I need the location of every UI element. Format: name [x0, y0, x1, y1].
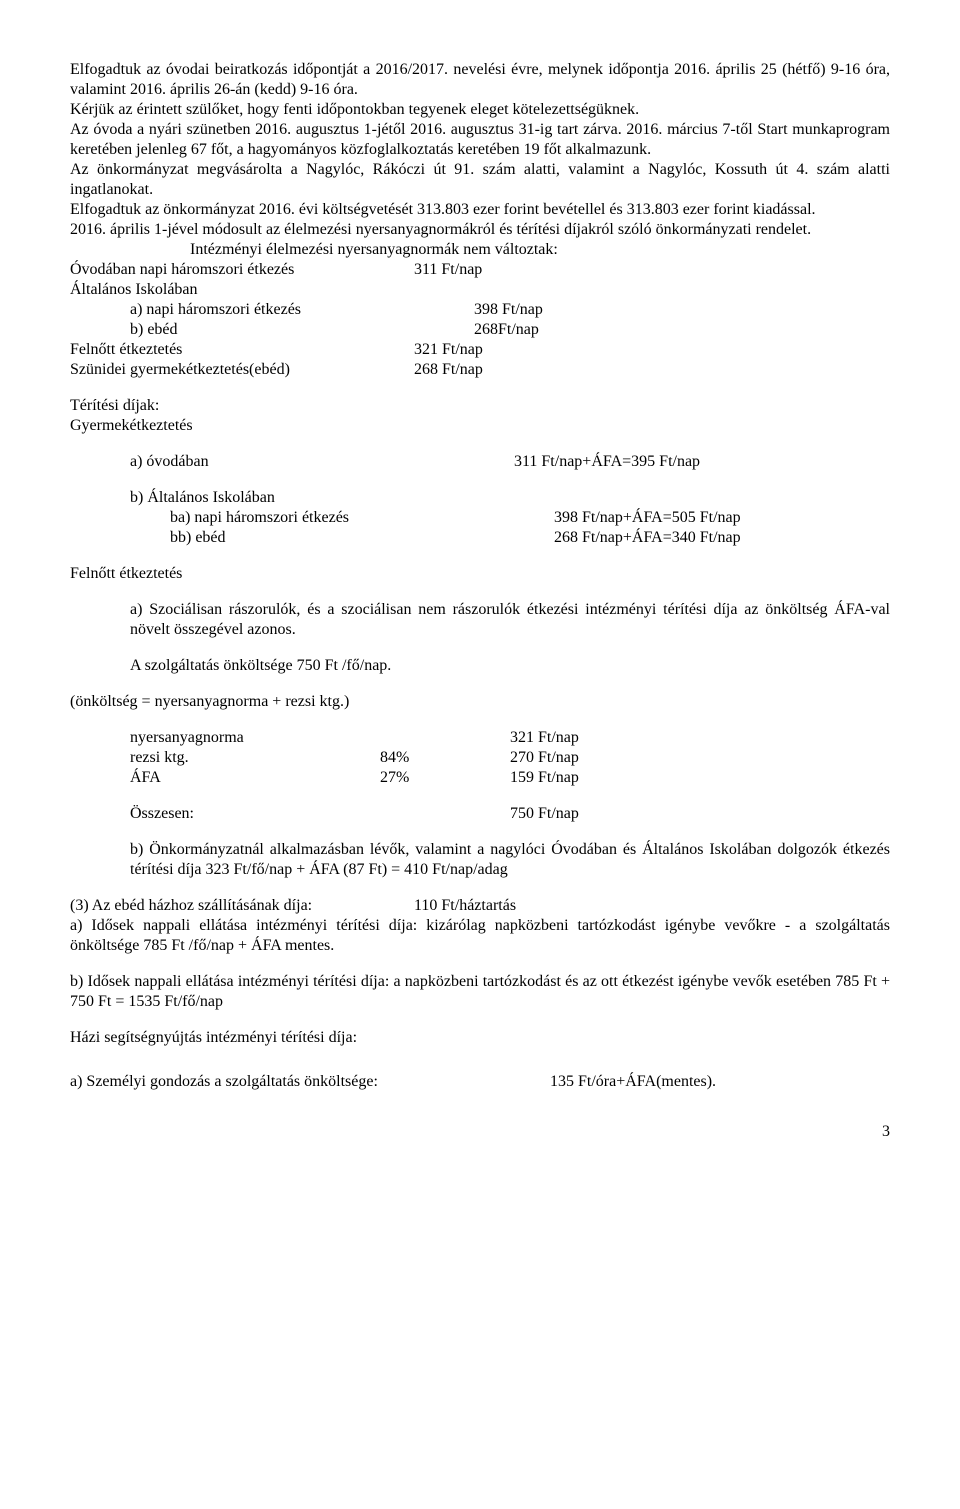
para-koltsegvetes: Elfogadtuk az önkormányzat 2016. évi köl… — [70, 200, 890, 220]
homecare-title: Házi segítségnyújtás intézményi térítési… — [70, 1028, 890, 1048]
homecare-row-a: a) Személyi gondozás a szolgáltatás önkö… — [70, 1072, 890, 1092]
break-pct — [380, 804, 510, 824]
norm-row-iskola-head: Általános Iskolában — [70, 280, 890, 300]
para-szulok-keres: Kérjük az érintett szülőket, hogy fenti … — [70, 100, 890, 120]
break-val: 270 Ft/nap — [510, 748, 579, 768]
break-row-rezsi: rezsi ktg. 84% 270 Ft/nap — [70, 748, 890, 768]
formula: (önköltség = nyersanyagnorma + rezsi ktg… — [70, 692, 890, 712]
fee-label: a) óvodában — [130, 452, 510, 472]
para-nyari-szunet: Az óvoda a nyári szünetben 2016. auguszt… — [70, 120, 890, 160]
norm-row-iskola-a: a) napi háromszori étkezés 398 Ft/nap — [70, 300, 890, 320]
elder-a: a) Idősek nappali ellátása intézményi té… — [70, 916, 890, 956]
break-label: ÁFA — [130, 768, 380, 788]
norm-label: Szünidei gyermekétkeztetés(ebéd) — [70, 360, 410, 380]
fee-value: 398 Ft/nap+ÁFA=505 Ft/nap — [554, 508, 741, 528]
delivery-value: 110 Ft/háztartás — [414, 896, 516, 916]
norm-label: Felnőtt étkeztetés — [70, 340, 410, 360]
adult-a: a) Szociálisan rászorulók, és a szociáli… — [70, 600, 890, 640]
fee-row-ovoda: a) óvodában 311 Ft/nap+ÁFA=395 Ft/nap — [70, 452, 890, 472]
break-row-sum: Összesen: 750 Ft/nap — [70, 804, 890, 824]
fee-label: bb) ebéd — [130, 528, 550, 548]
fee-value: 268 Ft/nap+ÁFA=340 Ft/nap — [554, 528, 741, 548]
norm-value: 268Ft/nap — [474, 320, 539, 340]
fee-row-iskola-ba: ba) napi háromszori étkezés 398 Ft/nap+Á… — [70, 508, 890, 528]
norm-label: Óvodában napi háromszori étkezés — [70, 260, 410, 280]
fee-value: 311 Ft/nap+ÁFA=395 Ft/nap — [514, 452, 700, 472]
break-label: nyersanyagnorma — [130, 728, 380, 748]
para-ingatlan: Az önkormányzat megvásárolta a Nagylóc, … — [70, 160, 890, 200]
para-normak-cim: Intézményi élelmezési nyersanyagnormák n… — [70, 240, 890, 260]
page-number: 3 — [70, 1122, 890, 1142]
norm-row-szunidei: Szünidei gyermekétkeztetés(ebéd) 268 Ft/… — [70, 360, 890, 380]
para-rendelet: 2016. április 1-jével módosult az élelme… — [70, 220, 890, 240]
elder-b: b) Idősek nappali ellátása intézményi té… — [70, 972, 890, 1012]
fee-row-iskola-head: b) Általános Iskolában — [70, 488, 890, 508]
fee-label: ba) napi háromszori étkezés — [130, 508, 550, 528]
norm-value: 321 Ft/nap — [414, 340, 483, 360]
norm-value: 311 Ft/nap — [414, 260, 482, 280]
adult-cost: A szolgáltatás önköltsége 750 Ft /fő/nap… — [70, 656, 890, 676]
fees-sub: Gyermekétkeztetés — [70, 416, 890, 436]
norm-row-iskola-b: b) ebéd 268Ft/nap — [70, 320, 890, 340]
break-pct: 84% — [380, 748, 510, 768]
homecare-label: a) Személyi gondozás a szolgáltatás önkö… — [70, 1072, 550, 1092]
break-row-afa: ÁFA 27% 159 Ft/nap — [70, 768, 890, 788]
norm-row-felnott: Felnőtt étkeztetés 321 Ft/nap — [70, 340, 890, 360]
delivery-label: (3) Az ebéd házhoz szállításának díja: — [70, 896, 410, 916]
break-val: 750 Ft/nap — [510, 804, 579, 824]
homecare-value: 135 Ft/óra+ÁFA(mentes). — [550, 1072, 716, 1092]
norm-value: 268 Ft/nap — [414, 360, 483, 380]
break-row-nyersanyag: nyersanyagnorma 321 Ft/nap — [70, 728, 890, 748]
break-val: 159 Ft/nap — [510, 768, 579, 788]
fees-title: Térítési díjak: — [70, 396, 890, 416]
norm-label: b) ebéd — [70, 320, 470, 340]
break-val: 321 Ft/nap — [510, 728, 579, 748]
delivery-row: (3) Az ebéd házhoz szállításának díja: 1… — [70, 896, 890, 916]
adult-b: b) Önkormányzatnál alkalmazásban lévők, … — [70, 840, 890, 880]
break-pct — [380, 728, 510, 748]
norm-value: 398 Ft/nap — [474, 300, 543, 320]
adult-title: Felnőtt étkeztetés — [70, 564, 890, 584]
break-label: rezsi ktg. — [130, 748, 380, 768]
norm-row-ovoda: Óvodában napi háromszori étkezés 311 Ft/… — [70, 260, 890, 280]
norm-label: a) napi háromszori étkezés — [70, 300, 470, 320]
break-label: Összesen: — [130, 804, 380, 824]
para-ovoda-beiratkozas: Elfogadtuk az óvodai beiratkozás időpont… — [70, 60, 890, 100]
break-pct: 27% — [380, 768, 510, 788]
fee-row-iskola-bb: bb) ebéd 268 Ft/nap+ÁFA=340 Ft/nap — [70, 528, 890, 548]
